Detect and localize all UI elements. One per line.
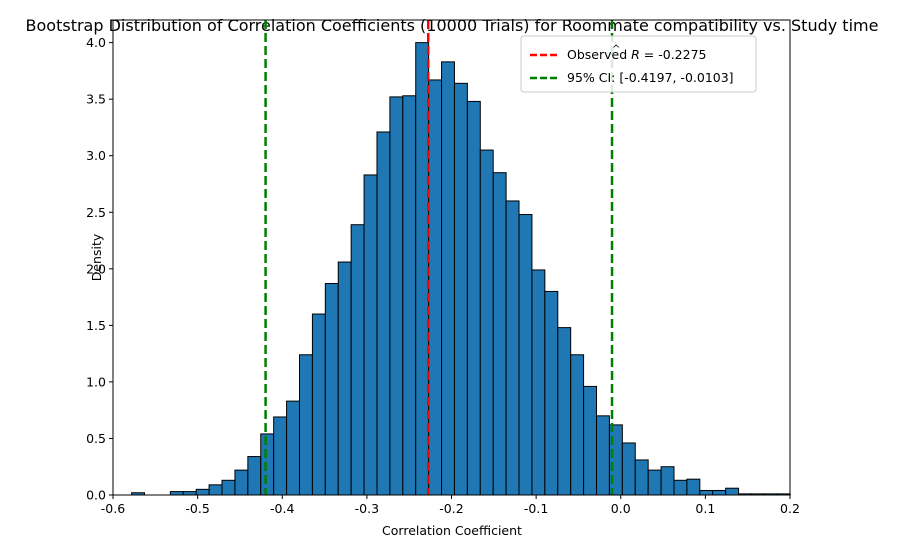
histogram-bar	[531, 269, 546, 496]
legend-box	[520, 35, 757, 93]
y-tick-label: 3.0	[86, 148, 106, 163]
histogram-bar	[324, 283, 339, 496]
x-tick-label: -0.5	[185, 501, 209, 516]
y-axis-label: Density	[89, 233, 104, 281]
histogram-bar	[273, 416, 288, 496]
histogram-bars	[131, 42, 791, 496]
histogram-bar	[247, 456, 262, 496]
histogram-bar	[673, 479, 688, 496]
histogram-bar	[544, 290, 559, 496]
legend-label-observed-symbol: R	[631, 47, 640, 62]
y-tick-label: 1.5	[86, 318, 106, 333]
histogram-bar	[699, 489, 714, 496]
histogram-bar	[350, 224, 365, 496]
histogram-bar	[402, 95, 417, 496]
histogram-bar	[647, 469, 662, 496]
x-axis-ticks: -0.6 -0.5 -0.4 -0.3 -0.2 -0.1 0.0 0.1 0.2	[101, 495, 800, 516]
histogram-bar	[570, 354, 585, 496]
legend-label-observed-suffix: = -0.2275	[640, 47, 707, 62]
histogram-bar	[660, 466, 675, 496]
x-tick-label: 0.1	[695, 501, 715, 516]
histogram-bar	[376, 131, 391, 496]
legend-label-observed-prefix: Observed	[567, 47, 631, 62]
histogram-bar	[557, 327, 572, 496]
y-tick-label: 1.0	[86, 374, 106, 389]
histogram-bar	[195, 488, 210, 496]
histogram-bar	[505, 200, 520, 496]
x-tick-label: -0.4	[270, 501, 294, 516]
histogram-bar	[453, 82, 468, 496]
x-tick-label: 0.0	[611, 501, 631, 516]
histogram-bar	[234, 469, 249, 496]
x-tick-label: -0.6	[101, 501, 125, 516]
reference-lines	[264, 20, 614, 495]
y-tick-label: 0.0	[86, 488, 106, 503]
y-tick-label: 0.5	[86, 431, 106, 446]
y-tick-label: 2.5	[86, 205, 106, 220]
histogram-bar	[311, 313, 326, 496]
histogram-bar	[608, 424, 623, 496]
x-tick-label: 0.2	[780, 501, 800, 516]
histogram-bar	[686, 478, 701, 496]
histogram-bar	[466, 100, 481, 496]
histogram-bar	[389, 96, 404, 496]
histogram-bar	[415, 42, 430, 496]
histogram-bar	[260, 433, 275, 496]
histogram-bar	[725, 487, 740, 496]
x-axis-label: Correlation Coefficient	[382, 523, 522, 538]
histogram-bar	[221, 479, 236, 496]
histogram-bar	[583, 385, 598, 496]
x-tick-label: -0.3	[355, 501, 379, 516]
legend-hat-mark: ^	[612, 44, 620, 55]
histogram-bar	[621, 442, 636, 496]
x-tick-label: -0.1	[524, 501, 548, 516]
histogram-bar	[479, 149, 494, 496]
histogram-bar	[712, 489, 727, 496]
y-tick-label: 3.5	[86, 92, 106, 107]
histogram-bar	[634, 459, 649, 496]
histogram-bar	[337, 261, 352, 496]
histogram-bar	[298, 354, 313, 496]
y-axis-ticks: 0.0 0.5 1.0 1.5 2.0 2.5 3.0 3.5 4.0	[86, 35, 113, 503]
histogram-bar	[492, 172, 507, 496]
legend-label-observed: Observed R = -0.2275	[567, 47, 706, 62]
histogram-bar	[182, 491, 197, 496]
histogram-bar	[518, 214, 533, 496]
histogram-bar	[428, 79, 443, 496]
histogram-bar	[596, 415, 610, 496]
histogram-bar	[363, 174, 378, 496]
y-tick-label: 4.0	[86, 35, 106, 50]
legend-label-ci: 95% CI: [-0.4197, -0.0103]	[567, 70, 734, 85]
y-tick-label: 2.0	[86, 261, 106, 276]
histogram-bar	[208, 484, 223, 496]
histogram-bar	[441, 61, 455, 496]
x-tick-label: -0.2	[439, 501, 463, 516]
legend: Observed R = -0.2275 ^ 95% CI: [-0.4197,…	[520, 35, 757, 93]
histogram-bar	[286, 400, 300, 496]
chart-title: Bootstrap Distribution of Correlation Co…	[26, 16, 879, 35]
histogram-bar	[169, 491, 184, 496]
